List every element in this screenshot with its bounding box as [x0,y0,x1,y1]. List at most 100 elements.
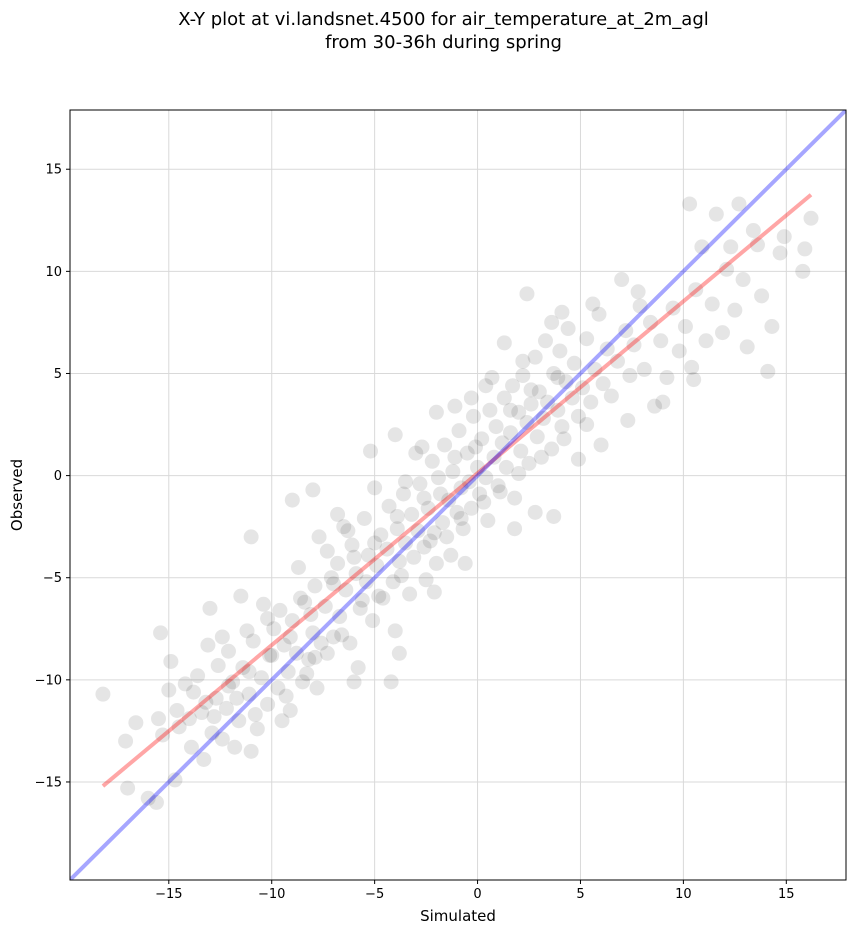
scatter-point [671,343,687,359]
scatter-point [330,555,346,571]
scatter-point [433,486,449,502]
scatter-point [437,437,453,453]
x-tick-label: 10 [675,887,692,902]
scatter-point [274,713,290,729]
y-tick-label: −5 [43,571,62,586]
scatter-point [325,629,341,645]
scatter-point [566,355,582,371]
scatter-point [529,429,545,445]
scatter-point [155,727,171,743]
scatter-point [194,705,210,721]
scatter-point [416,539,432,555]
scatter-point [404,506,420,522]
scatter-point [731,196,747,212]
scatter-point [313,635,329,651]
scatter-point [435,515,451,531]
scatter-point [360,547,376,563]
scatter-point [241,664,257,680]
scatter-point [391,645,407,661]
scatter-point [535,410,551,426]
x-tick-label: −10 [258,887,285,902]
scatter-point [161,682,177,698]
scatter-point [622,368,638,384]
scatter-point [682,196,698,212]
reference-lines-layer [70,110,846,880]
scatter-point [507,490,523,506]
scatter-point [278,688,294,704]
scatter-point [428,404,444,420]
scatter-point [430,470,446,486]
scatter-point [564,390,580,406]
ticks-layer: −15 −10 −5 0 5 10 15 −15 −10 −5 0 5 10 15 [35,163,795,902]
scatter-point [772,245,788,261]
scatter-point [229,690,245,706]
x-tick-label: −15 [155,887,182,902]
scatter-point [490,478,506,494]
scatter-point [480,513,496,529]
scatter-point [358,574,374,590]
scatter-point [202,600,218,616]
scatter-point [319,645,335,661]
scatter-point [531,384,547,400]
scatter-point [95,686,111,702]
scatter-point [496,335,512,351]
scatter-point [544,314,560,330]
scatter-point [418,572,434,588]
scatter-point [344,537,360,553]
scatter-point [171,719,187,735]
scatter-point [505,378,521,394]
scatter-point [428,555,444,571]
scatter-point [262,647,278,663]
scatter-point [311,529,327,545]
scatter-point [620,412,636,428]
scatter-point [745,223,761,239]
scatter-point [330,506,346,522]
scatter-point [659,370,675,386]
scatter-point [356,510,372,526]
scatter-point [208,690,224,706]
scatter-point [441,492,457,508]
scatter-point [284,492,300,508]
scatter-point [688,282,704,298]
scatter-point [389,521,405,537]
scatter-point [367,480,383,496]
scatter-point [387,623,403,639]
scatter-point [381,498,397,514]
scatter-point [218,700,234,716]
scatter-point [295,674,311,690]
scatter-point [449,504,465,520]
scatter-point [186,684,202,700]
scatter-point [626,337,642,353]
scatter-point [332,609,348,625]
scatter-point [496,390,512,406]
scatter-point [334,627,350,643]
scatter-point [472,486,488,502]
scatter-point [241,686,257,702]
scatter-point [363,443,379,459]
x-tick-label: 0 [473,887,481,902]
scatter-point [235,660,251,676]
scatter-point [227,739,243,755]
scatter-point [463,500,479,516]
scatter-point [243,743,259,759]
scatter-point [684,359,700,375]
scatter-point [739,339,755,355]
y-tick-label: 15 [45,163,62,178]
scatter-point [797,241,813,257]
scatter-point [484,370,500,386]
scatter-point [120,780,136,796]
scatter-point [319,543,335,559]
scatter-point [655,394,671,410]
scatter-point [476,494,492,510]
scatter-point [245,633,261,649]
scatter-point [554,304,570,320]
scatter-point [317,598,333,614]
scatter-point [249,721,265,737]
scatter-point [243,529,259,545]
scatter-point [478,378,494,394]
scatter-point [494,435,510,451]
scatter-point [303,606,319,622]
regression-line [101,193,813,788]
scatter-point [451,423,467,439]
